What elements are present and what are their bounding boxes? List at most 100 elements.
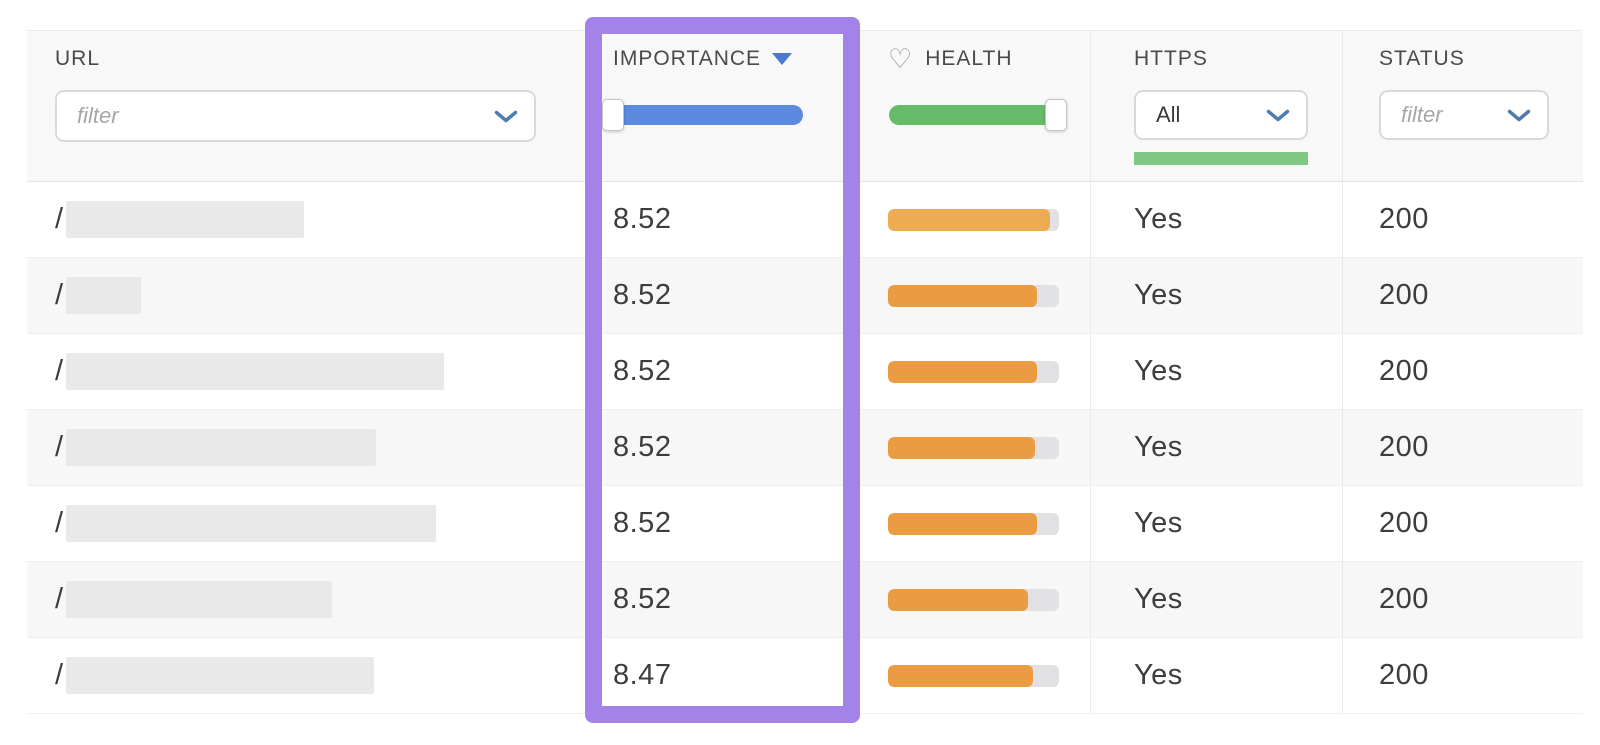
importance-value: 8.52 — [613, 507, 672, 539]
table-row[interactable]: / 8.52 Yes 200 — [27, 258, 1583, 334]
url-cell: / — [27, 562, 585, 637]
health-bar — [888, 436, 1059, 459]
url-cell: / — [27, 638, 585, 713]
status-value: 200 — [1379, 279, 1429, 311]
importance-cell: 8.52 — [585, 562, 843, 637]
table-row[interactable]: / 8.52 Yes 200 — [27, 334, 1583, 410]
health-cell — [843, 562, 1090, 637]
health-cell — [843, 258, 1090, 333]
importance-value: 8.52 — [613, 583, 672, 615]
https-value: Yes — [1134, 507, 1183, 539]
status-column-label[interactable]: STATUS — [1379, 47, 1465, 70]
status-value: 200 — [1379, 659, 1429, 691]
heart-icon: ♡ — [888, 44, 914, 74]
status-value: 200 — [1379, 431, 1429, 463]
https-cell: Yes — [1090, 486, 1342, 561]
https-filter-active-indicator — [1134, 152, 1308, 165]
url-redaction-block — [65, 201, 304, 238]
https-value: Yes — [1134, 203, 1183, 235]
url-redaction-block — [65, 505, 436, 542]
importance-cell: 8.52 — [585, 486, 843, 561]
table-row[interactable]: / 8.52 Yes 200 — [27, 486, 1583, 562]
https-cell: Yes — [1090, 638, 1342, 713]
importance-slider-handle[interactable] — [602, 99, 624, 131]
importance-column-label[interactable]: IMPORTANCE — [613, 47, 762, 70]
url-cell: / — [27, 334, 585, 409]
status-cell: 200 — [1342, 638, 1583, 713]
status-cell: 200 — [1342, 486, 1583, 561]
status-cell: 200 — [1342, 410, 1583, 485]
health-cell — [843, 334, 1090, 409]
importance-cell: 8.52 — [585, 258, 843, 333]
health-bar-fill — [888, 360, 1037, 383]
importance-cell: 8.52 — [585, 334, 843, 409]
column-header-url: URL filter — [27, 31, 585, 181]
table-row[interactable]: / 8.52 Yes 200 — [27, 562, 1583, 638]
chevron-down-icon — [1266, 109, 1290, 121]
health-slider-handle[interactable] — [1045, 99, 1067, 131]
table-row[interactable]: / 8.47 Yes 200 — [27, 638, 1583, 714]
health-cell — [843, 182, 1090, 257]
url-slash: / — [55, 279, 64, 311]
health-bar — [888, 588, 1059, 611]
health-bar — [888, 284, 1059, 307]
status-filter-placeholder: filter — [1401, 102, 1443, 127]
table-row[interactable]: / 8.52 Yes 200 — [27, 410, 1583, 486]
https-cell: Yes — [1090, 334, 1342, 409]
importance-value: 8.47 — [613, 659, 672, 691]
status-value: 200 — [1379, 203, 1429, 235]
url-slash: / — [55, 431, 64, 463]
status-value: 200 — [1379, 355, 1429, 387]
column-header-https: HTTPS All — [1090, 31, 1342, 181]
importance-cell: 8.52 — [585, 182, 843, 257]
importance-value: 8.52 — [613, 279, 672, 311]
url-redaction-block — [65, 429, 376, 466]
url-slash: / — [55, 583, 64, 615]
url-slash: / — [55, 659, 64, 691]
url-filter-dropdown[interactable]: filter — [55, 90, 536, 142]
health-bar-fill — [888, 436, 1036, 459]
url-column-label[interactable]: URL — [55, 47, 101, 70]
url-cell: / — [27, 486, 585, 561]
importance-value: 8.52 — [613, 431, 672, 463]
url-redaction-block — [65, 353, 444, 390]
url-slash: / — [55, 355, 64, 387]
chevron-down-icon — [494, 110, 518, 122]
importance-slider-track — [606, 105, 803, 125]
column-header-health: ♡ HEALTH — [843, 31, 1090, 181]
table-body: / 8.52 Yes 200 / 8.52 — [27, 182, 1583, 714]
health-bar-fill — [888, 208, 1051, 231]
health-bar — [888, 512, 1059, 535]
https-cell: Yes — [1090, 562, 1342, 637]
health-bar-fill — [888, 512, 1037, 535]
status-cell: 200 — [1342, 334, 1583, 409]
url-filter-placeholder: filter — [77, 103, 119, 128]
column-header-importance: IMPORTANCE — [585, 31, 843, 181]
health-range-slider[interactable] — [889, 99, 1067, 131]
health-slider-track — [889, 105, 1061, 125]
health-cell — [843, 410, 1090, 485]
sort-descending-icon[interactable] — [772, 53, 793, 65]
https-column-label[interactable]: HTTPS — [1134, 47, 1208, 70]
crawled-pages-table: URL filter IMPORTANCE ♡ — [27, 30, 1583, 714]
health-bar-fill — [888, 588, 1029, 611]
https-cell: Yes — [1090, 182, 1342, 257]
status-value: 200 — [1379, 507, 1429, 539]
https-cell: Yes — [1090, 410, 1342, 485]
table-row[interactable]: / 8.52 Yes 200 — [27, 182, 1583, 258]
status-filter-dropdown[interactable]: filter — [1379, 90, 1549, 140]
https-value: Yes — [1134, 279, 1183, 311]
health-bar-fill — [888, 664, 1034, 687]
https-filter-dropdown[interactable]: All — [1134, 90, 1308, 140]
https-value: Yes — [1134, 583, 1183, 615]
https-value: Yes — [1134, 355, 1183, 387]
health-cell — [843, 638, 1090, 713]
url-cell: / — [27, 182, 585, 257]
status-cell: 200 — [1342, 182, 1583, 257]
url-slash: / — [55, 507, 64, 539]
importance-value: 8.52 — [613, 203, 672, 235]
https-value: Yes — [1134, 659, 1183, 691]
importance-cell: 8.47 — [585, 638, 843, 713]
importance-range-slider[interactable] — [602, 99, 803, 131]
health-column-label[interactable]: HEALTH — [925, 47, 1013, 70]
